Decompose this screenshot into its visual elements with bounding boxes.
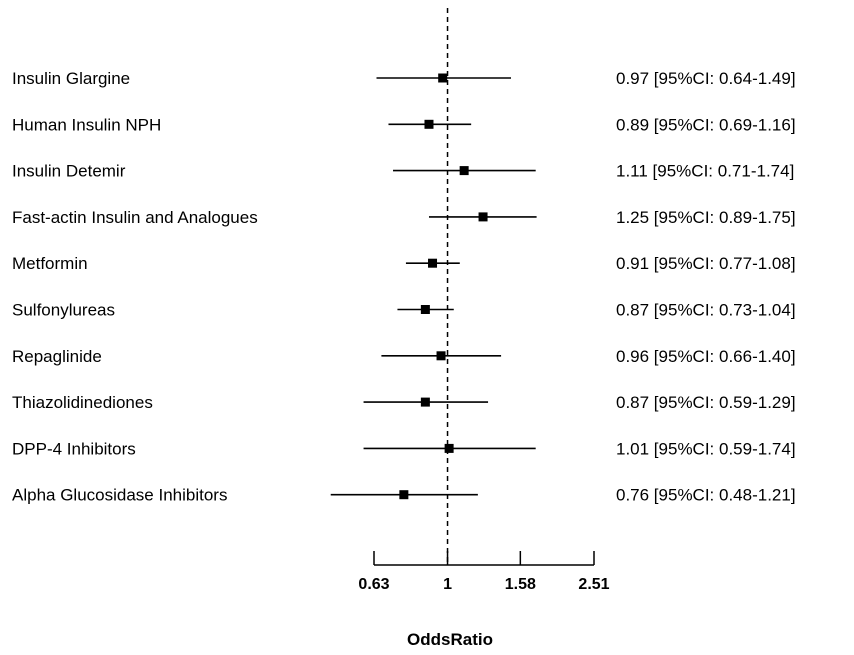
row-label: Repaglinide [12,347,102,366]
estimate-text: 0.87 [95%CI: 0.59-1.29] [616,393,796,412]
point-estimate [424,119,434,129]
point-estimate [420,305,430,314]
forest-row: Fast-actin Insulin and Analogues 1.25 [95… [12,208,796,227]
estimate-text: 1.25 [95%CI: 0.89-1.75] [616,208,796,227]
row-label: Sulfonylureas [12,301,115,320]
estimate-text: 0.97 [95%CI: 0.64-1.49] [616,69,796,88]
estimate-text: 0.76 [95%CI: 0.48-1.21] [616,486,796,505]
point-estimate [438,73,448,83]
forest-row: Insulin Glargine 0.97 [95%CI: 0.64-1.49] [12,69,796,88]
point-estimate [436,351,446,361]
row-label: Fast-actin Insulin and Analogues [12,208,258,227]
forest-row: DPP-4 Inhibitors 1.01 [95%CI: 0.59-1.74] [12,439,796,458]
row-label: Metformin [12,254,88,273]
estimate-text: 1.11 [95%CI: 0.71-1.74] [616,162,794,181]
estimate-text: 0.89 [95%CI: 0.69-1.16] [616,115,796,134]
forest-row: Metformin 0.91 [95%CI: 0.77-1.08] [12,254,796,273]
point-estimate [459,166,469,176]
estimate-text: 1.01 [95%CI: 0.59-1.74] [616,439,796,458]
estimate-text: 0.96 [95%CI: 0.66-1.40] [616,347,796,366]
x-tick-label: 2.51 [578,576,609,593]
forest-row: Insulin Detemir 1.11 [95%CI: 0.71-1.74] [12,162,794,181]
forest-row: Alpha Glucosidase Inhibitors 0.76 [95%CI:… [12,486,796,505]
row-label: Thiazolidinediones [12,393,153,412]
forest-row: Thiazolidinediones 0.87 [95%CI: 0.59-1.29… [12,393,796,412]
forest-rows: Insulin Glargine 0.97 [95%CI: 0.64-1.49] H… [12,69,796,505]
estimate-text: 0.91 [95%CI: 0.77-1.08] [616,254,796,273]
x-axis: 0.63 1 1.58 2.51 [358,551,610,593]
point-estimate [478,212,488,222]
point-estimate [399,490,409,500]
point-estimate [444,443,454,453]
x-tick-label: 0.63 [358,576,389,593]
row-label: Human Insulin NPH [12,115,161,134]
x-tick-label: 1 [443,576,452,593]
point-estimate [428,258,438,268]
forest-row: Human Insulin NPH 0.89 [95%CI: 0.69-1.16] [12,115,796,134]
row-label: DPP-4 Inhibitors [12,439,136,458]
row-label: Insulin Detemir [12,162,126,181]
estimate-text: 0.87 [95%CI: 0.73-1.04] [616,301,796,320]
row-label: Alpha Glucosidase Inhibitors [12,486,227,505]
point-estimate [420,397,430,407]
x-axis-title: OddsRatio [407,630,493,649]
forest-row: Sulfonylureas 0.87 [95%CI: 0.73-1.04] [12,301,796,320]
row-label: Insulin Glargine [12,69,130,88]
x-tick-label: 1.58 [505,576,536,593]
forest-row: Repaglinide 0.96 [95%CI: 0.66-1.40] [12,347,796,366]
